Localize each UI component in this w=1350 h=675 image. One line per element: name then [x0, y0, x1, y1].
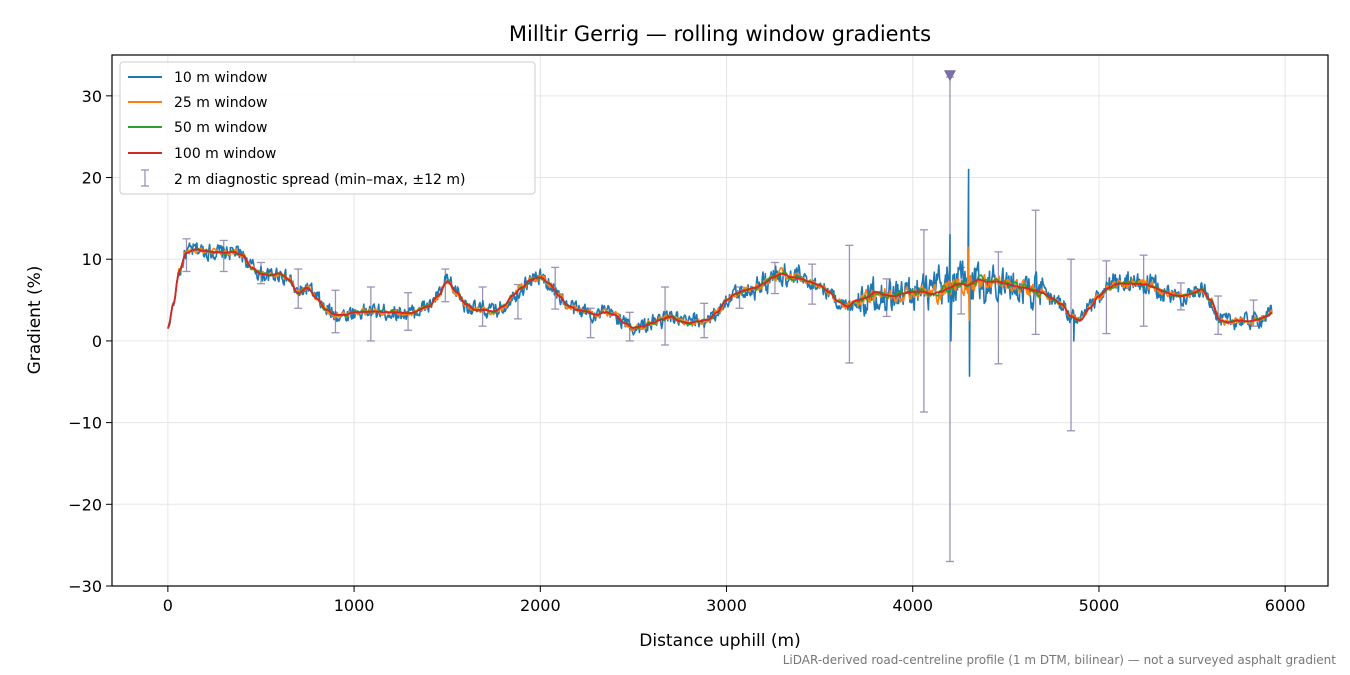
x-axis-label: Distance uphill (m) [639, 631, 800, 651]
plot-frame [111, 54, 1329, 587]
series-line-100m [167, 248, 1273, 329]
y-tick-label: −30 [68, 577, 102, 596]
y-tick-label: 0 [92, 332, 102, 351]
legend-label-10m: 10 m window [174, 70, 267, 86]
x-tick-label: 0 [163, 596, 173, 615]
y-tick-label: 10 [82, 250, 102, 269]
y-tick-label: −20 [68, 495, 102, 514]
spread-bar [441, 268, 450, 303]
y-axis-ticks: −30 −20 −10 0 10 20 30 [68, 87, 112, 596]
spread-bar [219, 239, 228, 273]
spread-bar [994, 251, 1003, 365]
legend-label-100m: 100 m window [174, 146, 276, 162]
x-tick-label: 4000 [892, 596, 933, 615]
legend-frame [119, 61, 536, 195]
legend-label-25m: 25 m window [174, 95, 267, 111]
legend-label-50m: 50 m window [174, 120, 267, 136]
legend: 10 m window 25 m window 50 m window 100 … [119, 61, 536, 195]
x-axis-ticks: 0 1000 2000 3000 4000 5000 6000 [163, 586, 1306, 615]
x-tick-label: 3000 [706, 596, 747, 615]
y-axis-label: Gradient (%) [25, 266, 45, 375]
x-tick-label: 1000 [334, 596, 375, 615]
x-tick-label: 6000 [1265, 596, 1306, 615]
spread-bar [1067, 258, 1076, 432]
y-tick-label: 20 [82, 169, 102, 188]
spread-bar [1102, 260, 1111, 335]
chart-footnote: LiDAR-derived road-centreline profile (1… [783, 653, 1337, 667]
chart-title: Milltir Gerrig — rolling window gradient… [509, 22, 931, 46]
x-tick-label: 5000 [1079, 596, 1120, 615]
spread-bar [919, 229, 928, 413]
x-tick-label: 2000 [520, 596, 561, 615]
clipped-spread-marker [943, 70, 956, 82]
y-tick-label: −10 [68, 414, 102, 433]
series-lines [167, 168, 1273, 377]
legend-swatch-spread [141, 169, 149, 187]
legend-label-spread: 2 m diagnostic spread (min–max, ±12 m) [174, 172, 465, 188]
y-tick-label: 30 [82, 87, 102, 106]
